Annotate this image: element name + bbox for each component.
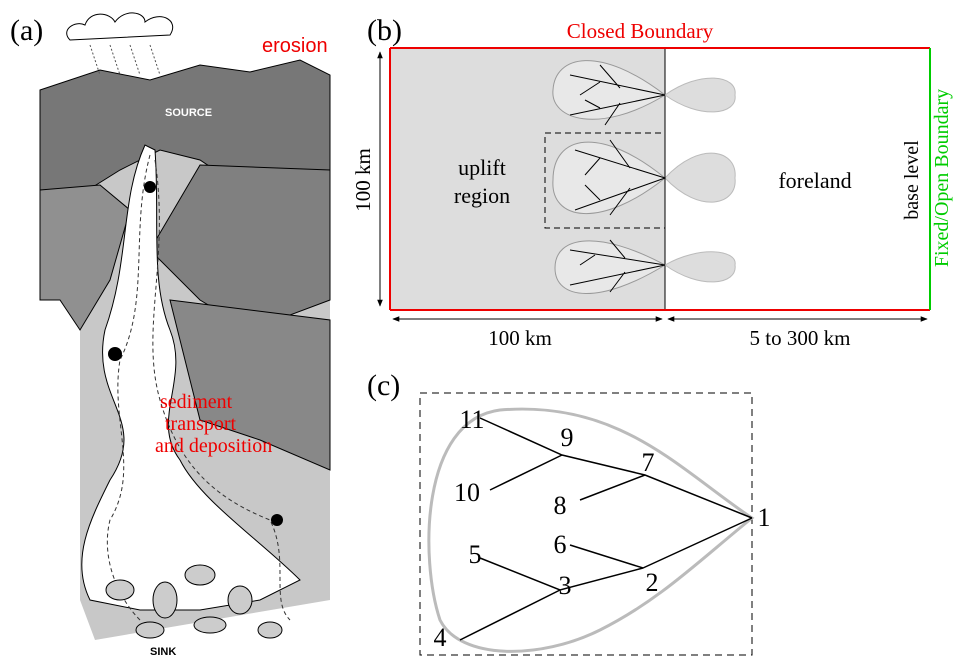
ridge — [39, 184, 131, 331]
node-label: 11 — [459, 405, 484, 434]
region-label: uplift — [458, 155, 506, 180]
panel-b: (b) Closed Boundary 100 km uplift region… — [351, 14, 953, 350]
fans — [664, 77, 736, 283]
node-label: 6 — [554, 530, 567, 559]
grain — [108, 347, 122, 361]
node-label: 10 — [454, 478, 480, 507]
transport-label: and deposition — [155, 435, 272, 457]
catchments — [552, 60, 667, 294]
region-label: foreland — [778, 168, 851, 193]
inset-box — [419, 392, 753, 656]
sink-label: SINK — [150, 646, 176, 658]
sediment-path — [106, 154, 151, 621]
rain — [89, 44, 161, 76]
bars — [105, 564, 283, 639]
transport-label: transport — [165, 413, 237, 435]
dimension-label: 5 to 300 km — [750, 326, 851, 350]
catchment-outline — [427, 407, 755, 653]
ridge — [169, 299, 331, 471]
node-label: 4 — [434, 623, 447, 652]
node-label: 7 — [642, 448, 655, 477]
inset-box — [544, 132, 666, 229]
node-label: 2 — [646, 568, 659, 597]
node-label: 9 — [561, 423, 574, 452]
sediment-path — [152, 159, 291, 621]
panel-label: (a) — [10, 14, 43, 47]
source-label: SOURCE — [165, 107, 212, 119]
panel-c: (c) 1 2 3 4 5 6 7 8 9 10 11 — [367, 369, 771, 656]
panel-label: (b) — [367, 14, 402, 47]
boundary-label: Fixed/Open Boundary — [931, 89, 953, 267]
boundary-label: Closed Boundary — [567, 19, 714, 43]
region-label: region — [454, 183, 510, 208]
base-level-label: base level — [901, 140, 923, 220]
erosion-label: erosion — [262, 35, 328, 57]
grain — [271, 514, 283, 526]
panel-label: (c) — [367, 369, 400, 402]
channels — [569, 64, 666, 293]
dimension-label: 100 km — [488, 326, 552, 350]
node-label: 1 — [758, 503, 771, 532]
panel-a: (a) erosion SOURCE sediment transport an… — [10, 12, 331, 658]
node-label: 8 — [554, 491, 567, 520]
grain — [144, 181, 156, 193]
node-label: 5 — [469, 540, 482, 569]
node-label: 3 — [559, 571, 572, 600]
dimension-label: 100 km — [351, 148, 375, 212]
channel-network — [459, 417, 753, 641]
transport-label: sediment — [160, 391, 233, 413]
cloud — [66, 12, 173, 41]
